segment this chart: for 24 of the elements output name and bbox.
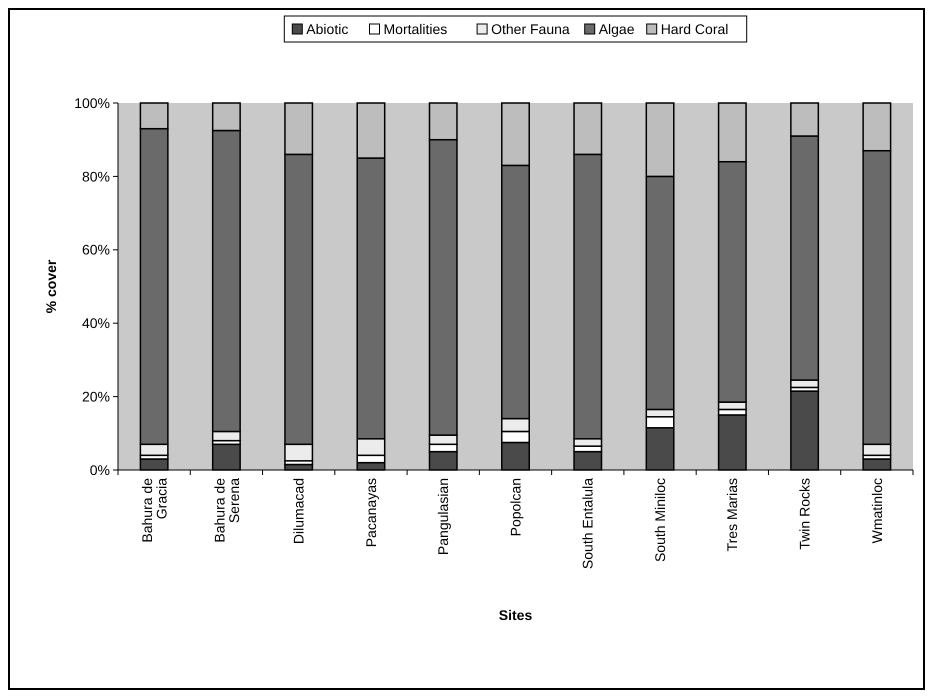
y-tick-label: 20%	[82, 388, 110, 404]
y-tick-label: 100%	[74, 94, 110, 111]
y-tick-label: 40%	[82, 315, 110, 332]
x-tick-label: Popolcan	[507, 478, 524, 536]
legend-label: Hard Coral	[660, 20, 728, 37]
x-tick-label: Pangulasian	[435, 478, 452, 556]
x-axis-title: Sites	[498, 607, 532, 623]
y-tick-label: 0%	[90, 462, 110, 478]
x-tick-label: Twin Rocks	[796, 478, 812, 550]
y-axis-title: % cover	[43, 259, 59, 314]
y-tick-label: 80%	[82, 168, 110, 184]
x-tick-label: Tres Marias	[724, 478, 740, 552]
x-tick-label: Wmatinloc	[868, 478, 885, 544]
x-tick-label: Bahura de Serena	[211, 478, 242, 543]
legend-label: Other Fauna	[491, 20, 570, 37]
legend-label: Abiotic	[306, 20, 348, 37]
x-tick-label: Pacanayas	[362, 478, 379, 548]
x-tick-label: Dilumacad	[290, 478, 307, 544]
x-tick-label: Bahura de Gracia	[139, 478, 170, 543]
y-tick-label: 60%	[82, 242, 110, 258]
legend-label: Algae	[598, 20, 635, 37]
x-tick-label: South Miniloc	[652, 478, 668, 562]
legend-label: Mortalities	[384, 20, 448, 37]
x-tick-label: South Entalula	[580, 478, 596, 570]
